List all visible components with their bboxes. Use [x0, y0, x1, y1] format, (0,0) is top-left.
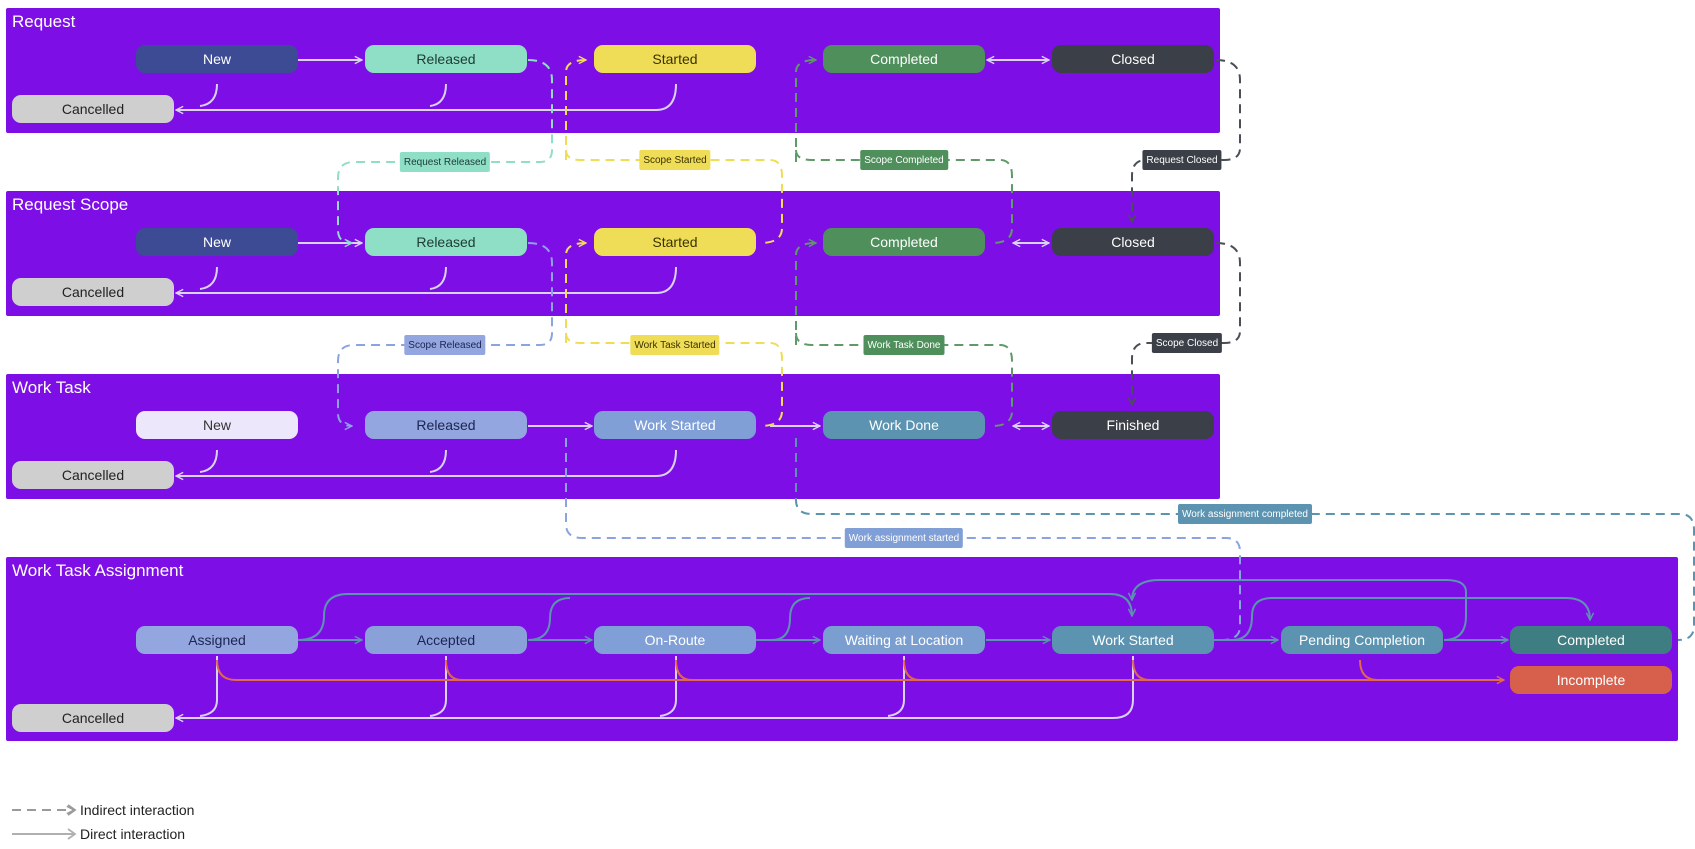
dash-request-closed: [1132, 59, 1241, 222]
scope-released: Released: [365, 228, 527, 256]
solid-line-icon: [12, 828, 77, 840]
arrow-incomplete-workstarted: [1132, 659, 1151, 681]
request-completed: Completed: [823, 45, 985, 73]
arrow-incomplete-line: [216, 659, 1504, 680]
task-work-done: Work Done: [823, 411, 985, 439]
assign-completed: Completed: [1510, 626, 1672, 654]
dash-scope-completed: [795, 60, 816, 162]
arrow-incomplete-accepted: [445, 659, 463, 681]
request-released: Released: [365, 45, 527, 73]
arrow-incomplete-waiting: [903, 659, 921, 681]
arrow-skip-assigned: [297, 593, 1132, 641]
lane-title: Request: [12, 12, 76, 31]
scope-closed: Closed: [1052, 228, 1214, 256]
arrow-assign-cancel-return: [176, 656, 1134, 718]
dash-work-assignment-started: [565, 438, 1241, 641]
request-closed: Closed: [1052, 45, 1214, 73]
dashed-line-icon: [12, 804, 77, 816]
assign-incomplete: Incomplete: [1510, 666, 1672, 694]
legend-direct-label: Direct interaction: [80, 826, 186, 842]
event-work-task-done: Work Task Done: [863, 335, 945, 355]
assign-assigned: Assigned: [136, 626, 298, 654]
event-scope-started: Scope Started: [639, 150, 711, 170]
dash-scope-started: [565, 60, 586, 160]
assign-work-started: Work Started: [1052, 626, 1214, 654]
task-finished: Finished: [1052, 411, 1214, 439]
arrow-assign-waiting-cancel: [887, 656, 905, 717]
scope-completed: Completed: [823, 228, 985, 256]
scope-new: New: [136, 228, 298, 256]
arrow-request-cancel-return: [176, 83, 677, 110]
lane-title: Request Scope: [12, 195, 129, 214]
arrow-scope-released-cancel: [429, 266, 447, 290]
arrow-skip-waiting: [771, 597, 811, 641]
event-scope-closed: Scope Closed: [1151, 333, 1223, 353]
arrow-assign-accepted-cancel: [429, 656, 447, 717]
legend-indirect: Indirect interaction: [10, 802, 194, 818]
scope-started: Started: [594, 228, 756, 256]
assign-cancelled: Cancelled: [12, 704, 174, 732]
dash-work-assignment-completed: [795, 438, 1695, 641]
arrow-scope-new-cancel: [199, 266, 218, 290]
request-new: New: [136, 45, 298, 73]
arrow-request-new-cancel: [199, 83, 218, 107]
task-cancelled: Cancelled: [12, 461, 174, 489]
arrow-skip-pending: [1132, 579, 1467, 641]
arrow-task-cancel-return: [176, 449, 677, 476]
arrow-assign-onroute-cancel: [659, 656, 677, 717]
assign-on-route: On-Route: [594, 626, 756, 654]
legend-indirect-label: Indirect interaction: [80, 802, 195, 818]
event-work-task-started: Work Task Started: [630, 335, 720, 355]
event-work-assignment-completed: Work assignment completed: [1178, 504, 1312, 524]
arrow-request-released-cancel: [429, 83, 447, 107]
dash-work-task-done: [795, 243, 816, 345]
event-work-assignment-started: Work assignment started: [844, 528, 964, 548]
assign-pending-completion: Pending Completion: [1281, 626, 1443, 654]
assign-accepted: Accepted: [365, 626, 527, 654]
arrow-scope-cancel-return: [176, 266, 677, 293]
event-request-released: Request Released: [399, 152, 491, 172]
arrow-assign-assigned-cancel: [199, 656, 218, 717]
legend-direct: Direct interaction: [10, 826, 185, 842]
arrow-skip-accepted: [527, 597, 571, 641]
arrow-task-new-cancel: [199, 449, 218, 473]
arrow-skip-workstarted: [1231, 597, 1590, 641]
task-new: New: [136, 411, 298, 439]
task-work-started: Work Started: [594, 411, 756, 439]
dash-scope-closed: [1132, 242, 1241, 405]
dash-work-task-started: [565, 243, 586, 343]
arrow-task-released-cancel: [429, 449, 447, 473]
lane-title: Work Task: [12, 378, 91, 397]
arrow-incomplete-pending: [1359, 659, 1379, 681]
request-started: Started: [594, 45, 756, 73]
task-released: Released: [365, 411, 527, 439]
request-cancelled: Cancelled: [12, 95, 174, 123]
scope-cancelled: Cancelled: [12, 278, 174, 306]
event-scope-completed: Scope Completed: [860, 150, 948, 170]
event-scope-released: Scope Released: [404, 335, 486, 355]
lane-title: Work Task Assignment: [12, 561, 184, 580]
event-request-closed: Request Closed: [1142, 150, 1222, 170]
assign-waiting-at-location: Waiting at Location: [823, 626, 985, 654]
arrow-incomplete-onroute: [675, 659, 693, 681]
